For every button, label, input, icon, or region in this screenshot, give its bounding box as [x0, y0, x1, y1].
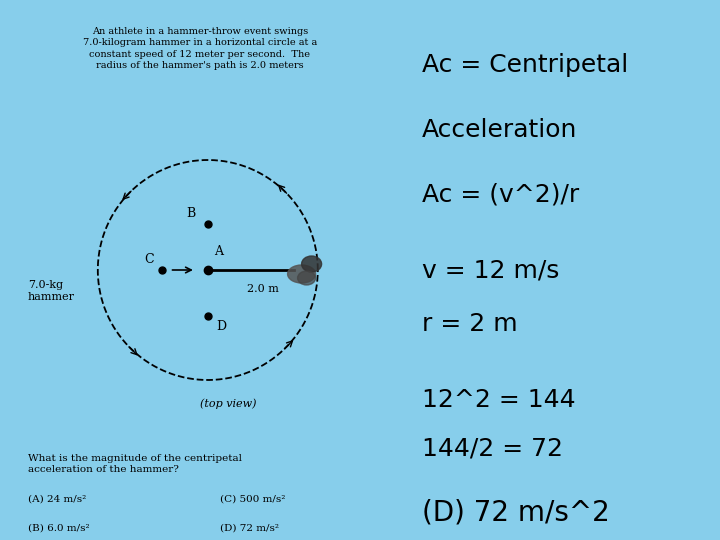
Text: (D) 72 m/s^2: (D) 72 m/s^2 — [422, 499, 610, 527]
Text: D: D — [216, 320, 226, 333]
Text: r = 2 m: r = 2 m — [422, 312, 518, 336]
Text: (D) 72 m/s²: (D) 72 m/s² — [220, 524, 279, 533]
Ellipse shape — [302, 256, 322, 272]
Text: (A) 24 m/s²: (A) 24 m/s² — [28, 494, 86, 503]
Text: 12^2 = 144: 12^2 = 144 — [422, 388, 576, 411]
Text: (C) 500 m/s²: (C) 500 m/s² — [220, 494, 285, 503]
Text: An athlete in a hammer-throw event swings
7.0-kilogram hammer in a horizontal ci: An athlete in a hammer-throw event swing… — [83, 27, 317, 70]
Text: (top view): (top view) — [199, 398, 256, 409]
Text: v = 12 m/s: v = 12 m/s — [422, 258, 559, 282]
Text: A: A — [214, 245, 222, 258]
Text: C: C — [144, 253, 153, 266]
Ellipse shape — [287, 265, 315, 283]
Text: What is the magnitude of the centripetal
acceleration of the hammer?: What is the magnitude of the centripetal… — [28, 454, 242, 475]
Text: 7.0-kg
hammer: 7.0-kg hammer — [28, 280, 75, 302]
Text: Ac = Centripetal: Ac = Centripetal — [422, 53, 629, 77]
Text: 2.0 m: 2.0 m — [247, 284, 279, 294]
Text: Acceleration: Acceleration — [422, 118, 577, 141]
Text: B: B — [186, 207, 196, 220]
Text: (B) 6.0 m/s²: (B) 6.0 m/s² — [28, 524, 89, 533]
Text: Ac = (v^2)/r: Ac = (v^2)/r — [422, 183, 580, 206]
Text: 144/2 = 72: 144/2 = 72 — [422, 436, 563, 460]
Ellipse shape — [297, 271, 315, 285]
